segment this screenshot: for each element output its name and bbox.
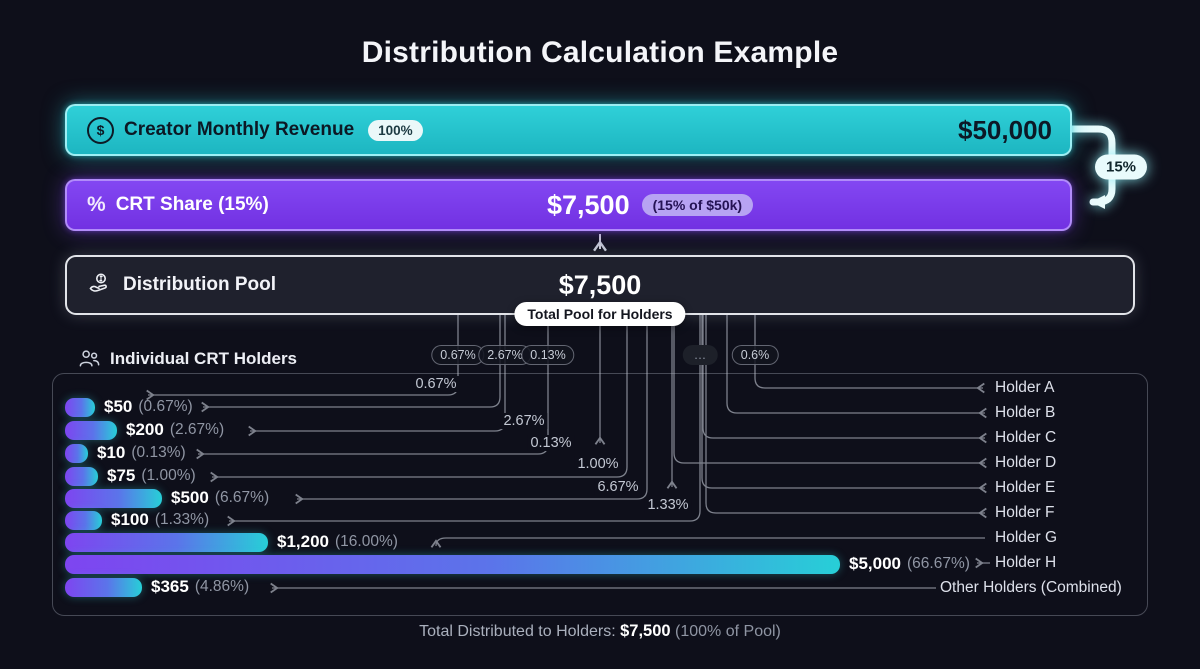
- holder-amount: $1,200: [277, 532, 329, 551]
- footer-suffix: (100% of Pool): [675, 623, 781, 640]
- revenue-label: Creator Monthly Revenue: [124, 119, 355, 140]
- footer-total: Total Distributed to Holders: $7,500 (10…: [0, 622, 1200, 641]
- pool-tag-pill: Total Pool for Holders: [514, 302, 686, 326]
- holder-amount: $100: [111, 510, 149, 529]
- hand-coin-icon: [89, 273, 107, 292]
- connector-percent-label: 0.13%: [527, 435, 575, 451]
- connector-percent-label: 1.33%: [644, 497, 692, 513]
- connector-percent-label: 0.67%: [412, 376, 460, 392]
- fifteen-percent-badge: 15%: [1094, 154, 1148, 180]
- holder-amount: $200: [126, 420, 164, 439]
- holder-name: Holder A: [995, 379, 1055, 396]
- pool-label: Distribution Pool: [123, 274, 277, 295]
- holders-section-heading: Individual CRT Holders: [78, 347, 297, 370]
- holder-bar-row: $500 (6.67%): [65, 488, 269, 508]
- holder-amount: $75: [107, 466, 136, 485]
- holder-amount-bar: [65, 510, 102, 530]
- crt-note-pill: (15% of $50k): [641, 194, 754, 216]
- holder-name: Holder D: [995, 454, 1057, 471]
- holder-bar-row: $100 (1.33%): [65, 510, 209, 530]
- holder-amount: $500: [171, 488, 209, 507]
- holder-bar-row: $200 (2.67%): [65, 420, 224, 440]
- holder-name: Holder B: [995, 404, 1056, 421]
- holder-name: Holder E: [995, 479, 1056, 496]
- holder-amount-bar: [65, 443, 88, 463]
- holder-bar-row: $1,200 (16.00%): [65, 532, 398, 552]
- holder-amount-bar: [65, 554, 840, 574]
- holder-percent: (66.67%): [907, 555, 970, 572]
- holder-amount-bar: [65, 420, 117, 440]
- holder-bar-row: $10 (0.13%): [65, 443, 186, 463]
- percent-icon: %: [87, 193, 106, 216]
- holder-bar-row: $75 (1.00%): [65, 466, 196, 486]
- holder-name: Holder G: [995, 529, 1058, 546]
- holder-amount: $50: [104, 397, 133, 416]
- holder-bar-row: $365 (4.86%): [65, 577, 249, 597]
- holder-bar-row: $5,000 (66.67%): [65, 554, 970, 574]
- holders-heading-text: Individual CRT Holders: [110, 348, 298, 368]
- connector-percent-label: 6.67%: [594, 479, 642, 495]
- footer-value: $7,500: [620, 622, 671, 640]
- holder-percent: (0.13%): [131, 444, 186, 461]
- holder-percent: (1.00%): [141, 467, 196, 484]
- holder-amount: $365: [151, 577, 189, 596]
- holder-percent: (16.00%): [335, 533, 398, 550]
- more-holders-dots: …: [682, 345, 718, 365]
- pool-share-pill: 0.67%: [431, 345, 485, 365]
- holder-percent: (4.86%): [194, 578, 250, 595]
- holder-amount-bar: [65, 397, 95, 417]
- pool-share-pill: 0.13%: [521, 345, 575, 365]
- holder-amount-bar: [65, 532, 268, 552]
- creator-revenue-bar: $ Creator Monthly Revenue 100% $50,000: [65, 104, 1072, 156]
- revenue-value: $50,000: [958, 114, 1052, 145]
- holder-name: Holder H: [995, 554, 1057, 571]
- connector-percent-label: 1.00%: [574, 456, 622, 472]
- holder-bar-row: $50 (0.67%): [65, 397, 193, 417]
- crt-share-bar: % CRT Share (15%) $7,500 (15% of $50k): [65, 179, 1072, 231]
- holder-amount: $10: [97, 443, 126, 462]
- people-icon: [79, 350, 100, 367]
- holder-name: Holder F: [995, 504, 1055, 521]
- pool-value: $7,500: [558, 269, 642, 300]
- holder-amount-bar: [65, 577, 142, 597]
- connector-percent-label: 2.67%: [500, 413, 548, 429]
- pool-share-pill: 0.6%: [731, 345, 779, 365]
- holder-amount-bar: [65, 466, 98, 486]
- page-title: Distribution Calculation Example: [361, 36, 839, 69]
- footer-prefix: Total Distributed to Holders:: [419, 623, 616, 640]
- holder-amount: $5,000: [849, 554, 901, 573]
- holder-percent: (6.67%): [214, 489, 270, 506]
- holder-amount-bar: [65, 488, 162, 508]
- dollar-circle-icon: $: [87, 116, 114, 144]
- holder-percent: (1.33%): [154, 511, 210, 528]
- revenue-badge: 100%: [368, 119, 423, 141]
- holder-name: Other Holders (Combined): [940, 579, 1122, 596]
- crt-value: $7,500: [547, 189, 630, 220]
- holder-percent: (2.67%): [169, 421, 225, 438]
- crt-label: CRT Share (15%): [115, 194, 269, 215]
- holder-percent: (0.67%): [138, 398, 193, 415]
- holder-name: Holder C: [995, 429, 1057, 446]
